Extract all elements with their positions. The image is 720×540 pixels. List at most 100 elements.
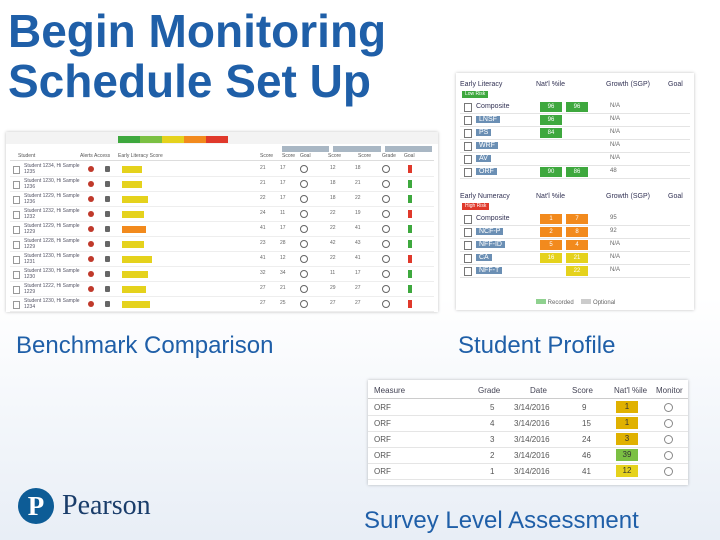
measure-label[interactable]: NFF-T	[476, 267, 503, 274]
student-name[interactable]: Student 1229, Hi Sample 1236	[24, 193, 80, 205]
benchmark-col-header[interactable]: Goal	[300, 153, 311, 159]
measure-icon[interactable]	[464, 116, 472, 125]
benchmark-col-header[interactable]: Score	[358, 153, 372, 159]
benchmark-row[interactable]: Student 1230, Hi Sample 1234 27 25 27 27	[10, 297, 434, 312]
monitor-icon[interactable]	[664, 467, 673, 476]
benchmark-row[interactable]: Student 1234, Hi Sample 1235 21 17 12 18	[10, 162, 434, 177]
goal-icon[interactable]	[382, 195, 390, 203]
measure-label[interactable]: PS	[476, 129, 492, 136]
survey-row[interactable]: ORF 3 3/14/2016 24 3	[368, 431, 688, 448]
student-name[interactable]: Student 1229, Hi Sample 1229	[24, 223, 80, 235]
student-name[interactable]: Student 1228, Hi Sample 1229	[24, 238, 80, 250]
goal-icon[interactable]	[382, 270, 390, 278]
benchmark-col-header[interactable]: Score	[260, 153, 274, 159]
goal-icon[interactable]	[300, 210, 308, 218]
alert-icon[interactable]	[88, 256, 94, 262]
benchmark-row[interactable]: Student 1230, Hi Sample 1236 21 17 18 21	[10, 177, 434, 192]
student-name[interactable]: Student 1230, Hi Sample 1230	[24, 268, 80, 280]
goal-icon[interactable]	[382, 180, 390, 188]
measure-icon[interactable]	[464, 254, 472, 263]
monitor-icon[interactable]	[664, 419, 673, 428]
measure-icon[interactable]	[464, 103, 472, 112]
goal-icon[interactable]	[300, 255, 308, 263]
profile-row[interactable]: AV N/A	[460, 153, 690, 166]
benchmark-col-header[interactable]: Access	[94, 153, 111, 159]
student-name[interactable]: Student 1234, Hi Sample 1235	[24, 163, 80, 175]
survey-row[interactable]: ORF 1 3/14/2016 41 12	[368, 463, 688, 480]
measure-icon[interactable]	[464, 228, 472, 237]
alert-icon[interactable]	[88, 301, 94, 307]
monitor-icon[interactable]	[664, 435, 673, 444]
measure-label[interactable]: AV	[476, 155, 491, 162]
profile-row[interactable]: CA 16 21 N/A	[460, 252, 690, 265]
benchmark-row[interactable]: Student 1232, Hi Sample 1232 24 11 22 19	[10, 207, 434, 222]
student-name[interactable]: Student 1230, Hi Sample 1236	[24, 178, 80, 190]
goal-icon[interactable]	[382, 255, 390, 263]
survey-col-header[interactable]: Score	[572, 386, 593, 395]
profile-row[interactable]: Composite 1 7 95	[460, 213, 690, 226]
student-name[interactable]: Student 1232, Hi Sample 1232	[24, 208, 80, 220]
survey-col-header[interactable]: Date	[530, 386, 547, 395]
goal-icon[interactable]	[382, 225, 390, 233]
goal-icon[interactable]	[300, 195, 308, 203]
monitor-icon[interactable]	[664, 403, 673, 412]
measure-label[interactable]: Composite	[476, 215, 510, 222]
measure-label[interactable]: ORF	[476, 168, 497, 175]
measure-label[interactable]: CA	[476, 254, 492, 261]
goal-icon[interactable]	[300, 300, 308, 308]
profile-row[interactable]: NCF-P 2 8 92	[460, 226, 690, 239]
measure-label[interactable]: WRF	[476, 142, 498, 149]
goal-icon[interactable]	[300, 240, 308, 248]
benchmark-col-header[interactable]: Alerts	[80, 153, 93, 159]
profile-row[interactable]: NFF-T 22 N/A	[460, 265, 690, 278]
profile-row[interactable]: WRF N/A	[460, 140, 690, 153]
alert-icon[interactable]	[88, 271, 94, 277]
benchmark-col-header[interactable]: Student	[18, 153, 36, 159]
survey-row[interactable]: ORF 4 3/14/2016 15 1	[368, 415, 688, 432]
goal-icon[interactable]	[382, 285, 390, 293]
goal-icon[interactable]	[300, 225, 308, 233]
benchmark-row[interactable]: Student 1230, Hi Sample 1231 41 12 22 41	[10, 252, 434, 267]
measure-icon[interactable]	[464, 142, 472, 151]
benchmark-col-header[interactable]: Goal	[404, 153, 415, 159]
profile-row[interactable]: PS 84 N/A	[460, 127, 690, 140]
goal-icon[interactable]	[300, 165, 308, 173]
survey-col-header[interactable]: Measure	[374, 386, 406, 395]
profile-row[interactable]: NFF-ID 5 4 N/A	[460, 239, 690, 252]
benchmark-row[interactable]: Student 1230, Hi Sample 1230 32 34 11 17	[10, 267, 434, 282]
goal-icon[interactable]	[382, 210, 390, 218]
student-name[interactable]: Student 1222, Hi Sample 1229	[24, 283, 80, 295]
measure-icon[interactable]	[464, 215, 472, 224]
goal-icon[interactable]	[382, 165, 390, 173]
goal-icon[interactable]	[300, 180, 308, 188]
survey-col-header[interactable]: Monitor	[656, 386, 683, 395]
alert-icon[interactable]	[88, 211, 94, 217]
alert-icon[interactable]	[88, 181, 94, 187]
measure-label[interactable]: NCF-P	[476, 228, 504, 235]
profile-row[interactable]: Composite 96 96 N/A	[460, 101, 690, 114]
goal-icon[interactable]	[300, 285, 308, 293]
benchmark-col-header[interactable]: Grade	[382, 153, 396, 159]
goal-icon[interactable]	[382, 300, 390, 308]
profile-row[interactable]: LNSF 96 N/A	[460, 114, 690, 127]
benchmark-col-header[interactable]: Early Literacy Score	[118, 153, 163, 159]
alert-icon[interactable]	[88, 196, 94, 202]
measure-label[interactable]: Composite	[476, 103, 510, 110]
measure-icon[interactable]	[464, 168, 472, 177]
alert-icon[interactable]	[88, 166, 94, 172]
survey-col-header[interactable]: Grade	[478, 386, 501, 395]
alert-icon[interactable]	[88, 241, 94, 247]
student-name[interactable]: Student 1230, Hi Sample 1234	[24, 298, 80, 310]
measure-icon[interactable]	[464, 129, 472, 138]
measure-label[interactable]: NFF-ID	[476, 241, 505, 248]
alert-icon[interactable]	[88, 226, 94, 232]
benchmark-row[interactable]: Student 1229, Hi Sample 1229 41 17 22 41	[10, 222, 434, 237]
measure-icon[interactable]	[464, 155, 472, 164]
survey-row[interactable]: ORF 2 3/14/2016 46 39	[368, 447, 688, 464]
goal-icon[interactable]	[300, 270, 308, 278]
measure-icon[interactable]	[464, 267, 472, 276]
profile-row[interactable]: ORF 90 86 48	[460, 166, 690, 179]
measure-icon[interactable]	[464, 241, 472, 250]
benchmark-row[interactable]: Student 1228, Hi Sample 1229 23 28 42 43	[10, 237, 434, 252]
benchmark-row[interactable]: Student 1222, Hi Sample 1229 27 21 29 27	[10, 282, 434, 297]
